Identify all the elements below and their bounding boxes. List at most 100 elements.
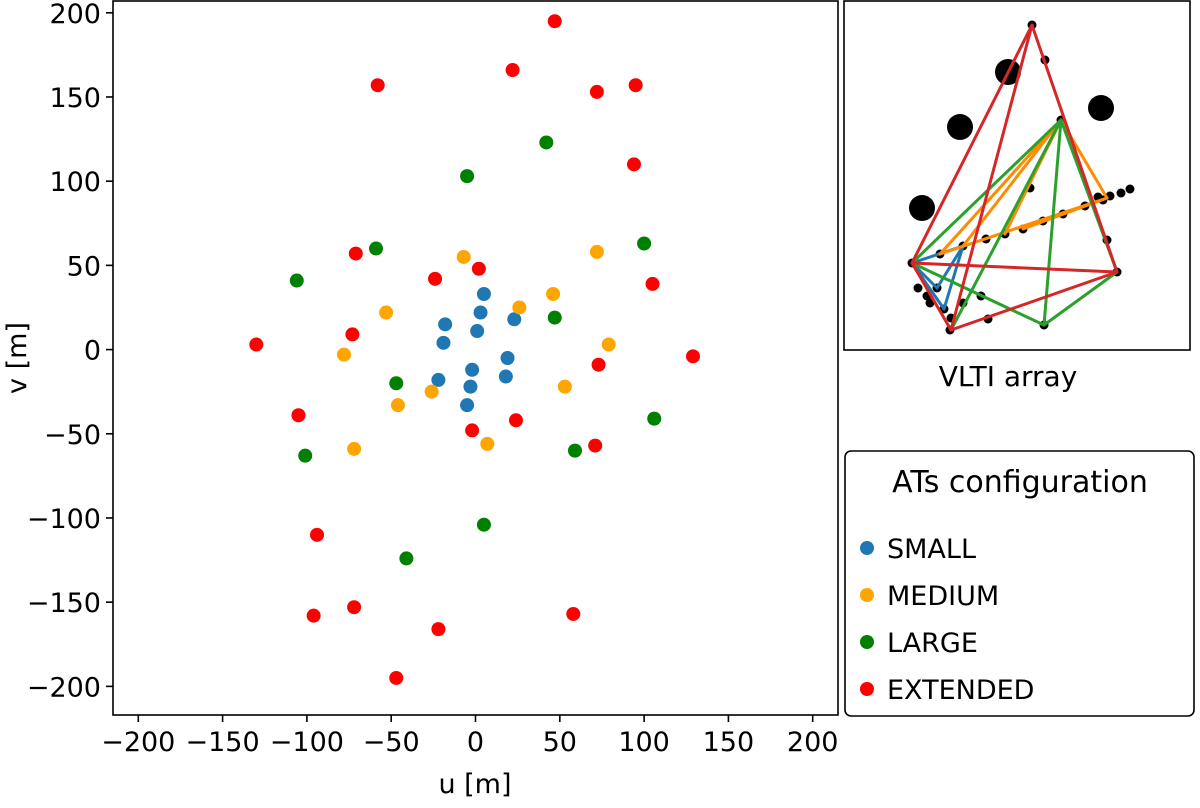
baseline [1042,270,1119,327]
legend-marker [860,541,874,555]
data-point [507,312,522,327]
data-point [476,517,491,532]
data-point [399,551,414,566]
legend-frame [844,450,1195,717]
data-point [379,305,394,320]
data-point [589,84,604,99]
legend-marker [860,588,874,602]
unit-telescope [947,114,973,140]
legend-entry-label: LARGE [887,628,978,659]
y-tick-label: −100 [27,504,101,535]
data-point [436,335,451,350]
data-point [480,436,495,451]
data-point [539,135,554,150]
data-point [647,411,662,426]
baseline [1042,118,1063,327]
data-point [370,78,385,93]
data-point [626,157,641,172]
x-axis-label: u [m] [438,769,511,800]
data-point [465,362,480,377]
at-station [1116,188,1126,198]
data-point [347,441,362,456]
data-point [389,376,404,391]
plot-area-frame [112,0,839,716]
y-tick-label: 100 [49,167,101,198]
data-point [476,287,491,302]
baseline-group [910,118,1119,332]
at-station [913,283,923,293]
baseline [910,261,1046,327]
x-tick-label: 100 [618,727,670,758]
legend-entry-label: EXTENDED [887,675,1034,706]
data-points [249,14,700,685]
axis-ticks: −200 −150 −100 −50 0 50 100 150 200−200−150−100−… [27,0,839,758]
data-point [557,379,572,394]
data-point [498,369,513,384]
legend-entries: SMALL MEDIUM LARGE EXTENDED [860,534,1034,706]
baseline [938,118,1063,256]
y-tick-label: −200 [27,672,101,703]
inset-frame [843,0,1191,351]
baseline [1030,23,1119,274]
x-tick-label: −100 [270,727,344,758]
at-station [1125,184,1135,194]
data-point [249,337,264,352]
data-point [306,608,321,623]
x-tick-label: 50 [543,727,577,758]
data-point [566,606,581,621]
data-point [463,379,478,394]
data-point [547,14,562,29]
data-point [456,249,471,264]
data-point [390,398,405,413]
y-tick-label: 0 [84,336,101,367]
unit-telescope [909,195,935,221]
data-point [345,327,360,342]
vlti-array-inset [907,20,1135,335]
data-point [546,287,561,302]
data-point [424,384,439,399]
x-tick-label: 200 [787,727,839,758]
y-tick-label: 50 [67,251,101,282]
series-large [289,135,662,566]
data-point [310,527,325,542]
baseline [949,23,1034,332]
data-point [460,398,475,413]
baseline [949,118,1063,332]
data-point [686,349,700,364]
baseline [910,23,1034,265]
legend: ATs configuration SMALL MEDIUM LARGE EXTEND… [844,450,1195,717]
data-point [471,261,486,276]
data-point [389,670,404,685]
x-tick-label: 0 [467,727,484,758]
data-point [291,408,306,423]
data-point [512,300,527,315]
data-point [470,324,485,339]
baseline [910,261,953,332]
data-point [336,347,351,362]
series-medium [336,244,616,456]
legend-entry-label: SMALL [887,534,976,565]
series-extended [249,14,700,685]
series-small [431,287,522,413]
x-tick-label: −50 [363,727,420,758]
inset-caption: VLTI array [939,360,1078,393]
data-point [645,276,660,291]
unit-telescope [1088,95,1114,121]
baseline [910,261,1119,274]
baseline [935,244,965,290]
data-point [460,169,475,184]
y-tick-label: 200 [49,0,101,30]
data-point [298,448,313,463]
data-point [369,241,384,256]
data-point [589,244,604,259]
data-point [347,600,362,615]
data-point [628,78,643,93]
x-tick-label: −150 [186,727,260,758]
data-point [431,372,446,387]
data-point [500,351,515,365]
legend-marker [860,682,874,696]
data-point [547,310,562,325]
baseline-group [938,118,1109,256]
data-point [473,305,488,320]
